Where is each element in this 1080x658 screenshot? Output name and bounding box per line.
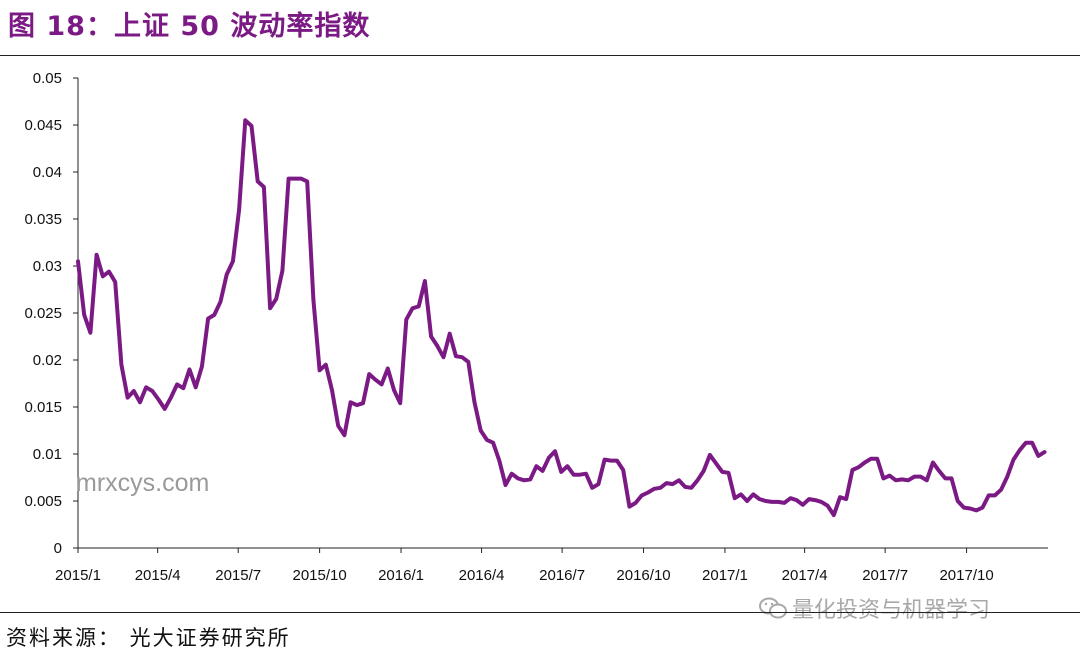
watermark-text: mrxcys.com xyxy=(76,469,209,497)
x-tick-label: 2017/10 xyxy=(939,567,993,584)
y-tick-label: 0.03 xyxy=(33,258,62,275)
y-tick-label: 0.05 xyxy=(33,70,62,87)
x-tick-label: 2017/4 xyxy=(782,567,828,584)
y-tick-label: 0.015 xyxy=(24,399,62,416)
y-tick-label: 0.005 xyxy=(24,493,62,510)
bottom-rule xyxy=(0,612,1080,613)
y-tick-label: 0.025 xyxy=(24,305,62,322)
wechat-icon xyxy=(758,596,788,620)
figure-title: 图 18：上证 50 波动率指数 xyxy=(8,11,371,42)
x-tick-label: 2016/4 xyxy=(459,567,505,584)
series-line xyxy=(76,118,1047,518)
y-tick-label: 0.045 xyxy=(24,117,62,134)
y-axis-ticks: 0 0.005 0.01 0.015 0.02 0.025 0.03 0.035 0.04 0.0… xyxy=(24,70,78,557)
top-rule xyxy=(0,55,1080,56)
x-tick-label: 2016/7 xyxy=(539,567,585,584)
y-tick-label: 0.02 xyxy=(33,352,62,369)
x-tick-label: 2017/1 xyxy=(702,567,748,584)
y-tick-label: 0.035 xyxy=(24,211,62,228)
y-tick-label: 0.01 xyxy=(33,446,62,463)
x-tick-label: 2015/7 xyxy=(215,567,261,584)
x-tick-label: 2015/4 xyxy=(135,567,181,584)
x-tick-label: 2015/1 xyxy=(55,567,101,584)
badge-text: 量化投资与机器学习 xyxy=(792,598,991,623)
source-note: 资料来源： 光大证券研究所 xyxy=(6,626,291,650)
x-tick-label: 2015/10 xyxy=(292,567,346,584)
x-tick-label: 2017/7 xyxy=(862,567,908,584)
y-tick-label: 0 xyxy=(54,540,62,557)
x-axis-ticks: 2015/1 2015/4 2015/7 2015/10 2016/1 2016/4 201… xyxy=(55,548,994,584)
x-tick-label: 2016/1 xyxy=(378,567,424,584)
series-points xyxy=(77,119,1047,517)
wechat-badge: 量化投资与机器学习 xyxy=(758,592,990,624)
x-tick-label: 2016/10 xyxy=(616,567,670,584)
y-tick-label: 0.04 xyxy=(33,164,62,181)
line-chart: 0 0.005 0.01 0.015 0.02 0.025 0.03 0.035 0.04 0.0… xyxy=(24,70,1048,584)
